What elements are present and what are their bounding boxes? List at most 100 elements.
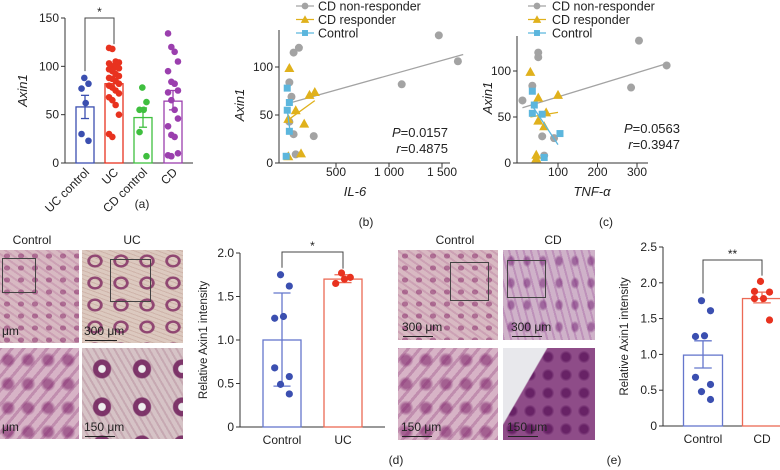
r-symbol: r	[628, 137, 633, 152]
micrograph-control-low-mag: μm	[0, 250, 79, 343]
scale-label: 300 μm	[511, 320, 552, 334]
data-point	[697, 297, 706, 305]
y-tick-label: 2.0	[217, 246, 234, 260]
data-point	[168, 43, 175, 51]
data-point	[164, 89, 172, 96]
data-point-circle	[453, 57, 462, 66]
x-category-label: UC control	[42, 165, 92, 215]
y-tick-label: 0	[227, 420, 234, 434]
y-tick-label: 1.5	[640, 312, 657, 326]
y-axis-label: Axin1	[480, 82, 495, 116]
data-point-triangle	[525, 66, 536, 76]
data-point	[115, 64, 123, 72]
micrograph-cd-high-mag: 150 μm	[503, 348, 595, 440]
data-point	[164, 30, 172, 37]
scale-label: 300 μm	[84, 324, 125, 338]
significance-bracket	[281, 251, 344, 269]
data-point	[706, 380, 715, 389]
r-value: =0.4875	[401, 141, 448, 156]
r-value-text: r=0.4875	[396, 141, 448, 156]
y-tick-label: 2.5	[640, 240, 657, 254]
x-category-label: CD	[753, 432, 771, 446]
data-point	[82, 99, 89, 107]
scale-bar	[508, 436, 538, 437]
p-value-text: P=0.0157	[392, 125, 448, 140]
y-tick-label: 1.0	[640, 347, 657, 361]
data-point	[164, 122, 172, 130]
data-point	[139, 84, 146, 91]
y-tick-label: 100	[491, 64, 511, 78]
data-point-square	[556, 130, 564, 138]
data-point	[691, 373, 700, 381]
micrograph-control-high-mag: μm	[0, 348, 79, 439]
data-point	[85, 80, 92, 88]
panel-label: (c)	[599, 215, 613, 229]
data-point	[337, 269, 346, 277]
scale-bar	[512, 336, 542, 337]
data-point-square	[302, 30, 308, 36]
panel-label: (b)	[359, 215, 374, 229]
data-point-square	[283, 106, 291, 114]
data-point	[346, 273, 354, 281]
x-tick-label: 100	[548, 165, 568, 179]
legend-label: Control	[552, 27, 592, 41]
legend-label: CD non-responder	[318, 0, 421, 14]
column-label-uc: UC	[123, 233, 141, 247]
scale-bar	[85, 436, 115, 437]
data-point-circle	[538, 132, 547, 141]
legend-item: Control	[296, 27, 358, 41]
x-category-label: Control	[263, 433, 302, 447]
fit-line	[291, 53, 464, 104]
y-tick-label: 0	[650, 419, 657, 433]
data-point	[109, 133, 116, 141]
data-point-circle	[528, 81, 537, 90]
micrograph-uc-low-mag: 300 μm	[82, 250, 183, 343]
scale-label: 150 μm	[507, 420, 548, 434]
data-point	[706, 307, 715, 315]
data-point-circle	[662, 61, 671, 70]
x-tick-label: 200	[587, 165, 607, 179]
fit-line	[531, 105, 559, 145]
scale-label: 150 μm	[401, 420, 442, 434]
legend-label: CD non-responder	[552, 0, 655, 14]
data-point-circle	[285, 78, 294, 87]
data-point	[171, 80, 178, 88]
data-point	[697, 388, 706, 396]
data-point-square	[540, 153, 548, 161]
data-point	[174, 58, 182, 65]
legend-item: Control	[528, 27, 592, 41]
data-point-triangle	[300, 15, 310, 23]
data-point-triangle	[533, 92, 544, 102]
p-symbol: P	[392, 125, 401, 140]
data-point-circle	[627, 83, 636, 92]
y-tick-label: 50	[498, 110, 512, 124]
data-point	[143, 98, 150, 106]
fit-line	[287, 100, 316, 121]
data-point	[276, 271, 285, 279]
series-cd-non-responder	[518, 36, 671, 160]
data-point-triangle	[290, 105, 301, 115]
x-tick-label: 300	[627, 165, 647, 179]
data-point	[765, 316, 774, 324]
significance-bracket	[84, 17, 115, 72]
data-point-square	[285, 99, 293, 107]
x-axis-label: IL-6	[344, 184, 367, 199]
x-tick-label: 1 500	[427, 165, 457, 179]
data-point-circle	[634, 36, 643, 45]
data-point	[765, 288, 774, 296]
x-tick-label: 500	[326, 165, 346, 179]
r-symbol: r	[396, 141, 401, 156]
data-point-square	[283, 84, 291, 92]
y-tick-label: 0.5	[217, 377, 234, 391]
data-point-square	[530, 101, 538, 109]
data-point-square	[285, 127, 293, 135]
y-axis-label: Axin1	[232, 89, 247, 123]
data-point-square	[534, 30, 540, 36]
inset-box	[450, 262, 489, 301]
data-point	[115, 90, 123, 97]
data-point	[78, 130, 85, 138]
data-point	[174, 87, 182, 94]
data-point	[706, 395, 715, 404]
